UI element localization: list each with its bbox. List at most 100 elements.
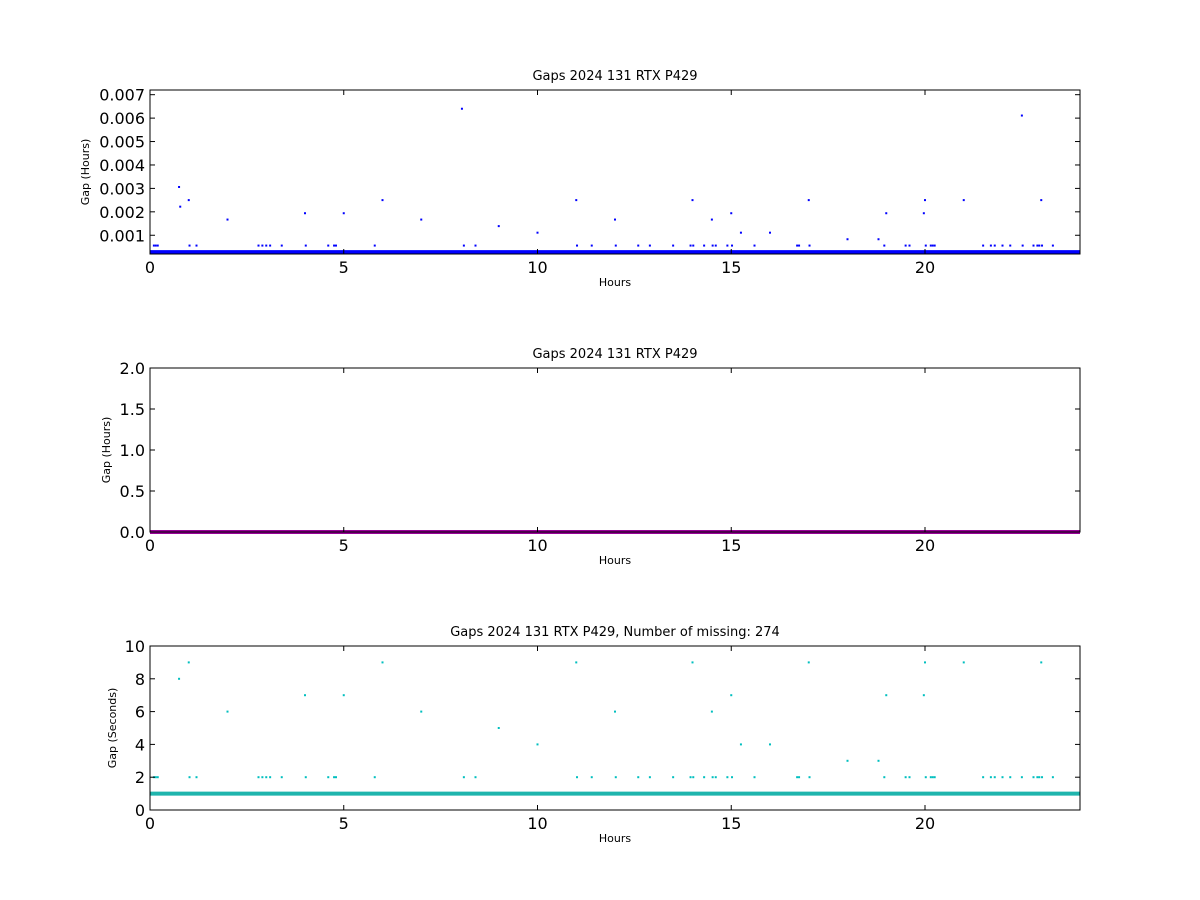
panel-1-point xyxy=(195,244,198,247)
panel-2: Gaps 2024 131 RTX P429 0 5 10 15 20 0.0 0.5 1.0… xyxy=(100,347,1081,567)
panel-1-ylabel: Gap (Hours) xyxy=(79,139,92,206)
panel-1-point xyxy=(614,244,617,247)
panel-1-point xyxy=(703,244,706,247)
panel-3-point xyxy=(904,776,907,779)
panel-1-point xyxy=(373,244,376,247)
panel-3-point xyxy=(796,776,799,779)
panel-1-xtick-label: 5 xyxy=(339,258,349,277)
panel-3-point xyxy=(711,776,714,779)
panel-3-point xyxy=(808,776,811,779)
panel-3-point xyxy=(989,776,992,779)
panel-1-point xyxy=(933,244,936,247)
panel-3-point xyxy=(739,743,742,746)
panel-3-point xyxy=(381,661,384,664)
panel-3-frame xyxy=(149,645,1081,811)
panel-1-point xyxy=(269,244,272,247)
panel-1-point xyxy=(304,212,306,215)
panel-1-point xyxy=(798,244,801,247)
panel-3-point xyxy=(710,710,713,713)
panel-3-point xyxy=(1040,661,1043,664)
panel-3-point xyxy=(261,776,264,779)
panel-2-xtick-label: 5 xyxy=(339,536,349,555)
panel-3-point xyxy=(714,776,717,779)
panel-3: Gaps 2024 131 RTX P429, Number of missin… xyxy=(106,625,1081,845)
panel-1-point xyxy=(648,244,651,247)
panel-1-point xyxy=(989,244,992,247)
panel-3-point xyxy=(1001,776,1004,779)
panel-1-point xyxy=(420,218,423,221)
panel-2-title: Gaps 2024 131 RTX P429 xyxy=(532,347,697,362)
panel-1-title: Gaps 2024 131 RTX P429 xyxy=(532,69,697,84)
panel-3-point xyxy=(731,776,734,779)
panel-1-plot-area: 0 5 10 15 20 0.001 0.002 0.003 0.004 0.005 0.006 0.… xyxy=(99,86,1081,277)
panel-3-ytick-label: 0 xyxy=(135,801,145,820)
panel-1-point xyxy=(739,231,742,234)
panel-3-point xyxy=(753,776,756,779)
panel-1-point xyxy=(710,218,713,221)
panel-1-ytick-label: 0.004 xyxy=(99,156,145,175)
panel-1-point xyxy=(922,212,925,215)
panel-3-point xyxy=(648,776,651,779)
panel-1-point xyxy=(280,244,283,247)
panel-3-point xyxy=(327,776,330,779)
panel-1-point xyxy=(904,244,907,247)
panel-3-xtick-label: 10 xyxy=(527,814,547,833)
panel-3-point xyxy=(933,776,936,779)
panel-3-point xyxy=(474,776,477,779)
panel-3-point xyxy=(269,776,272,779)
panel-1-point xyxy=(590,244,593,247)
panel-3-ytick-label: 2 xyxy=(135,768,145,787)
panel-1-point xyxy=(908,244,911,247)
panel-3-point xyxy=(590,776,593,779)
panel-1-ytick-label: 0.001 xyxy=(99,226,145,245)
panel-1-point xyxy=(808,244,811,247)
panel-1-point xyxy=(226,218,229,221)
panel-3-point xyxy=(885,694,888,697)
panel-3-xlabel: Hours xyxy=(599,832,631,845)
panel-2-ytick-label: 1.0 xyxy=(120,441,145,460)
panel-1-point xyxy=(877,238,880,241)
panel-3-ytick-label: 4 xyxy=(135,735,145,754)
panel-1-point xyxy=(637,244,640,247)
panel-3-point xyxy=(1038,776,1041,779)
panel-3-point xyxy=(304,776,307,779)
panel-3-point xyxy=(614,776,617,779)
panel-2-xtick-label: 0 xyxy=(145,536,155,555)
panel-3-ylabel: Gap (Seconds) xyxy=(106,688,119,769)
panel-3-point xyxy=(335,776,337,779)
panel-3-point xyxy=(462,776,465,779)
panel-3-point xyxy=(1051,776,1054,779)
panel-3-point xyxy=(924,776,927,779)
panel-1-point xyxy=(342,212,345,215)
panel-3-point xyxy=(672,776,675,779)
panel-1-point xyxy=(156,244,159,247)
panel-1-point xyxy=(731,244,734,247)
panel-3-point xyxy=(807,661,810,664)
panel-1-point xyxy=(1020,114,1023,117)
panel-3-point xyxy=(982,776,985,779)
panel-1-point xyxy=(381,199,384,202)
panel-1-point xyxy=(152,244,155,247)
panel-1-point xyxy=(178,185,181,188)
panel-3-point xyxy=(1032,776,1035,779)
panel-3-xtick-label: 15 xyxy=(721,814,741,833)
panel-1-ytick-label: 0.006 xyxy=(99,109,145,128)
panel-1-point xyxy=(462,244,465,247)
panel-3-point xyxy=(730,694,733,697)
panel-1-point xyxy=(614,218,616,221)
panel-1-point xyxy=(883,244,886,247)
panel-1-xtick-label: 20 xyxy=(915,258,935,277)
panel-3-point xyxy=(1020,776,1023,779)
panel-3-point xyxy=(154,776,157,779)
panel-3-point xyxy=(187,661,190,664)
panel-3-point xyxy=(257,776,260,779)
panel-3-point xyxy=(1009,776,1012,779)
panel-1-point xyxy=(474,244,477,247)
panel-1-ytick-label: 0.007 xyxy=(99,86,145,105)
panel-2-ylabel: Gap (Hours) xyxy=(100,417,113,484)
panel-3-xtick-label: 0 xyxy=(145,814,155,833)
panel-1-frame xyxy=(149,89,1081,255)
panel-1-point xyxy=(807,199,810,202)
panel-2-xtick-label: 20 xyxy=(915,536,935,555)
